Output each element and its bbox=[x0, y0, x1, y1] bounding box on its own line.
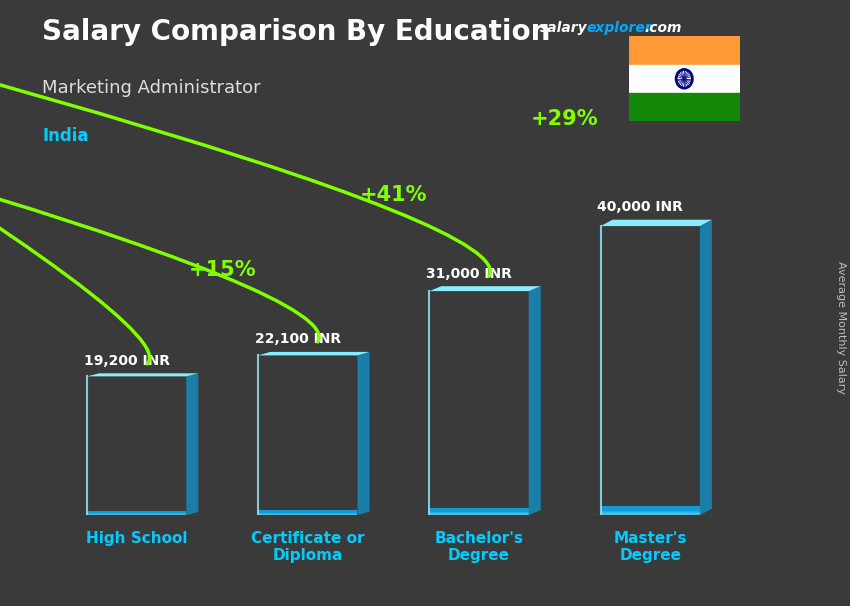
Polygon shape bbox=[601, 220, 711, 226]
Text: 19,200 INR: 19,200 INR bbox=[83, 354, 170, 368]
Text: 31,000 INR: 31,000 INR bbox=[426, 267, 512, 281]
Text: 22,100 INR: 22,100 INR bbox=[255, 332, 341, 346]
Polygon shape bbox=[429, 286, 541, 291]
Text: Average Monthly Salary: Average Monthly Salary bbox=[836, 261, 846, 394]
Text: India: India bbox=[42, 127, 89, 145]
Text: .com: .com bbox=[644, 21, 682, 35]
Text: +29%: +29% bbox=[531, 109, 598, 129]
Text: explorer: explorer bbox=[586, 21, 652, 35]
Polygon shape bbox=[700, 220, 711, 515]
Bar bbox=[629, 65, 740, 93]
Text: 40,000 INR: 40,000 INR bbox=[598, 200, 683, 214]
Text: Marketing Administrator: Marketing Administrator bbox=[42, 79, 261, 97]
Text: salary: salary bbox=[540, 21, 587, 35]
Bar bbox=[629, 93, 740, 121]
Polygon shape bbox=[358, 352, 370, 515]
Text: +41%: +41% bbox=[360, 185, 428, 205]
Polygon shape bbox=[87, 373, 198, 376]
Bar bbox=[629, 36, 740, 65]
Text: Salary Comparison By Education: Salary Comparison By Education bbox=[42, 18, 551, 46]
Polygon shape bbox=[258, 352, 370, 355]
Polygon shape bbox=[529, 286, 541, 515]
Polygon shape bbox=[186, 373, 198, 515]
Text: +15%: +15% bbox=[189, 260, 256, 280]
